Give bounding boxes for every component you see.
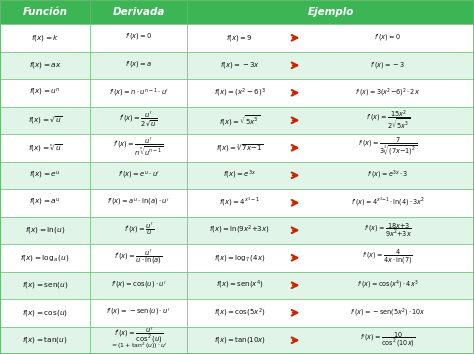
Bar bbox=[90, 24, 187, 52]
Bar bbox=[187, 0, 474, 24]
Bar bbox=[0, 161, 90, 189]
Bar bbox=[0, 244, 90, 272]
Text: $f(x) = \mathrm{sen}(u)$: $f(x) = \mathrm{sen}(u)$ bbox=[22, 280, 68, 290]
Text: $f'(x) = \dfrac{15x^2}{2\sqrt{5x^3}}$: $f'(x) = \dfrac{15x^2}{2\sqrt{5x^3}}$ bbox=[365, 109, 410, 132]
Text: $f(x) = \tan(10x)$: $f(x) = \tan(10x)$ bbox=[213, 335, 265, 345]
Bar bbox=[187, 299, 474, 326]
Bar bbox=[90, 0, 187, 24]
Text: $f(x) = 9$: $f(x) = 9$ bbox=[226, 33, 253, 43]
Text: $f(x) = \mathrm{sen}(x^4)$: $f(x) = \mathrm{sen}(x^4)$ bbox=[216, 279, 264, 291]
Text: Derivada: Derivada bbox=[112, 7, 165, 17]
Text: $f(x) = \ln(u)$: $f(x) = \ln(u)$ bbox=[25, 225, 65, 235]
Text: $f(x) = ax$: $f(x) = ax$ bbox=[28, 60, 62, 70]
Text: $f(x) = (x^2 - 6)^3$: $f(x) = (x^2 - 6)^3$ bbox=[214, 87, 265, 99]
Bar bbox=[187, 52, 474, 79]
Text: $f(x) = u^n$: $f(x) = u^n$ bbox=[29, 87, 61, 98]
Text: $f(x) = e^{3x}$: $f(x) = e^{3x}$ bbox=[223, 169, 256, 182]
Bar bbox=[0, 326, 90, 354]
Text: $f(x) = \ln(9x^2{+}3x)$: $f(x) = \ln(9x^2{+}3x)$ bbox=[209, 224, 270, 236]
Text: $f'(x) = \dfrac{18x{+}3}{9x^2{+}3x}$: $f'(x) = \dfrac{18x{+}3}{9x^2{+}3x}$ bbox=[364, 222, 412, 239]
Bar bbox=[90, 107, 187, 134]
Bar bbox=[90, 189, 187, 217]
Text: $f(x) = \sqrt[3]{7x{-}1}$: $f(x) = \sqrt[3]{7x{-}1}$ bbox=[216, 142, 264, 154]
Text: $f(x) = -3x$: $f(x) = -3x$ bbox=[219, 60, 260, 70]
Bar bbox=[0, 189, 90, 217]
Text: $f(x) = 4^{x^3-1}$: $f(x) = 4^{x^3-1}$ bbox=[219, 196, 260, 210]
Bar bbox=[187, 217, 474, 244]
Text: $f'(x) = 3(x^2{-}6)^2 \cdot 2x$: $f'(x) = 3(x^2{-}6)^2 \cdot 2x$ bbox=[355, 87, 420, 99]
Text: $f(x) = \cos(5x^2)$: $f(x) = \cos(5x^2)$ bbox=[214, 307, 265, 319]
Bar bbox=[0, 52, 90, 79]
Bar bbox=[187, 244, 474, 272]
Text: $f'(x) = -\mathrm{sen}(5x^2) \cdot 10x$: $f'(x) = -\mathrm{sen}(5x^2) \cdot 10x$ bbox=[350, 307, 426, 319]
Bar bbox=[90, 326, 187, 354]
Bar bbox=[0, 272, 90, 299]
Text: $f(x) = \sqrt[n]{u}$: $f(x) = \sqrt[n]{u}$ bbox=[27, 142, 63, 154]
Text: $f(x) = \sqrt{u}$: $f(x) = \sqrt{u}$ bbox=[27, 115, 63, 126]
Bar bbox=[90, 161, 187, 189]
Text: $f'(x) = -\mathrm{sen}(u) \cdot u'$: $f'(x) = -\mathrm{sen}(u) \cdot u'$ bbox=[107, 307, 171, 318]
Text: $f(x) = k$: $f(x) = k$ bbox=[31, 33, 59, 43]
Text: $f(x) = \log_a(u)$: $f(x) = \log_a(u)$ bbox=[20, 253, 70, 263]
Text: $f'(x) = 0$: $f'(x) = 0$ bbox=[125, 32, 153, 43]
Text: $f'(x) = 4^{x^3{-}1} \cdot \ln(4) \cdot 3x^2$: $f'(x) = 4^{x^3{-}1} \cdot \ln(4) \cdot … bbox=[350, 196, 425, 210]
Bar bbox=[187, 134, 474, 161]
Text: $f'(x) = 0$: $f'(x) = 0$ bbox=[374, 33, 401, 43]
Text: $f'(x) = e^u \cdot u'$: $f'(x) = e^u \cdot u'$ bbox=[118, 170, 160, 181]
Text: $f(x) = a^u$: $f(x) = a^u$ bbox=[29, 197, 61, 208]
Bar bbox=[187, 161, 474, 189]
Text: Función: Función bbox=[23, 7, 67, 17]
Bar bbox=[187, 272, 474, 299]
Text: Ejemplo: Ejemplo bbox=[308, 7, 354, 17]
Text: $f(x) = e^u$: $f(x) = e^u$ bbox=[29, 170, 61, 181]
Bar bbox=[90, 244, 187, 272]
Bar bbox=[90, 79, 187, 107]
Bar bbox=[90, 134, 187, 161]
Text: $f'(x) = \cos(u) \cdot u'$: $f'(x) = \cos(u) \cdot u'$ bbox=[111, 280, 166, 291]
Bar bbox=[90, 217, 187, 244]
Bar bbox=[187, 24, 474, 52]
Text: $f(x) = \log_7(4x)$: $f(x) = \log_7(4x)$ bbox=[214, 253, 265, 263]
Text: $f(x) = \tan(u)$: $f(x) = \tan(u)$ bbox=[22, 335, 68, 345]
Bar bbox=[0, 0, 90, 24]
Text: $f'(x) = \dfrac{7}{3\sqrt[3]{(7x{-}1)^2}}$: $f'(x) = \dfrac{7}{3\sqrt[3]{(7x{-}1)^2}… bbox=[358, 137, 417, 158]
Bar bbox=[0, 79, 90, 107]
Text: $f'(x) = \dfrac{u'}{u \cdot \ln(a)}$: $f'(x) = \dfrac{u'}{u \cdot \ln(a)}$ bbox=[114, 249, 163, 267]
Text: $f'(x) = \dfrac{10}{\cos^2(10x)}$: $f'(x) = \dfrac{10}{\cos^2(10x)}$ bbox=[360, 331, 415, 349]
Text: $f(x) = \cos(u)$: $f(x) = \cos(u)$ bbox=[22, 308, 68, 318]
Bar bbox=[90, 272, 187, 299]
Text: $f'(x) = a$: $f'(x) = a$ bbox=[125, 60, 153, 71]
Text: $f'(x) = n \cdot u^{n-1} \cdot u'$: $f'(x) = n \cdot u^{n-1} \cdot u'$ bbox=[109, 87, 169, 99]
Text: $f'(x) = \cos(x^4) \cdot 4x^3$: $f'(x) = \cos(x^4) \cdot 4x^3$ bbox=[357, 279, 419, 291]
Text: $f'(x) = a^u \cdot \ln(a) \cdot u'$: $f'(x) = a^u \cdot \ln(a) \cdot u'$ bbox=[108, 197, 170, 208]
Text: $f'(x) = \dfrac{u'}{n\sqrt[n]{u^{n-1}}}$: $f'(x) = \dfrac{u'}{n\sqrt[n]{u^{n-1}}}$ bbox=[113, 137, 164, 159]
Text: $f'(x) = \dfrac{u'}{u}$: $f'(x) = \dfrac{u'}{u}$ bbox=[124, 222, 154, 238]
Bar bbox=[0, 299, 90, 326]
Bar bbox=[187, 79, 474, 107]
Text: $= (1 + \tan^2(u)) \cdot u'$: $= (1 + \tan^2(u)) \cdot u'$ bbox=[109, 341, 168, 352]
Text: $f'(x) = \dfrac{u'}{2\sqrt{u}}$: $f'(x) = \dfrac{u'}{2\sqrt{u}}$ bbox=[119, 111, 158, 129]
Bar bbox=[0, 24, 90, 52]
Text: $f'(x) = e^{3x} \cdot 3$: $f'(x) = e^{3x} \cdot 3$ bbox=[367, 169, 409, 182]
Text: $f'(x) = \dfrac{4}{4x \cdot \ln(7)}$: $f'(x) = \dfrac{4}{4x \cdot \ln(7)}$ bbox=[362, 249, 413, 266]
Bar bbox=[187, 326, 474, 354]
Bar bbox=[0, 134, 90, 161]
Bar bbox=[187, 107, 474, 134]
Text: $f'(x) = -3$: $f'(x) = -3$ bbox=[370, 60, 405, 70]
Text: $f(x) = \sqrt{5x^3}$: $f(x) = \sqrt{5x^3}$ bbox=[219, 113, 260, 127]
Bar bbox=[90, 52, 187, 79]
Bar bbox=[90, 299, 187, 326]
Bar bbox=[0, 107, 90, 134]
Bar bbox=[187, 189, 474, 217]
Text: $f'(x) = \dfrac{u'}{\cos^2(u)}$: $f'(x) = \dfrac{u'}{\cos^2(u)}$ bbox=[114, 326, 163, 345]
Bar bbox=[0, 217, 90, 244]
